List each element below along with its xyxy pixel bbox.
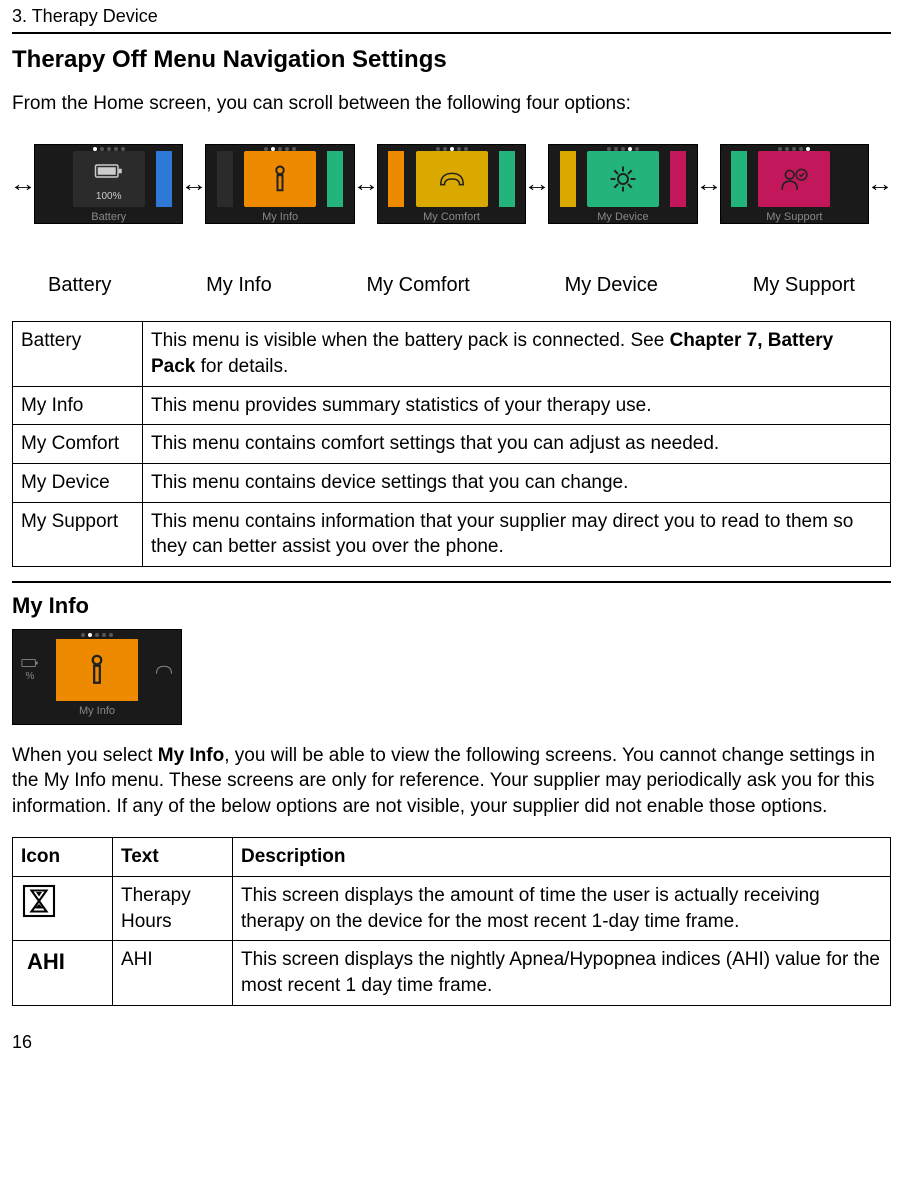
arrow-icon: ↔: [9, 169, 37, 199]
myinfo-paragraph: When you select My Info, you will be abl…: [12, 743, 891, 820]
cell-key: My Device: [13, 463, 143, 502]
intro-text: From the Home screen, you can scroll bet…: [12, 91, 891, 117]
battery-icon: [94, 156, 124, 186]
cell-text: AHI: [113, 941, 233, 1005]
section-rule: [12, 581, 891, 583]
arrow-icon: ↔: [181, 169, 209, 199]
myinfo-table: Icon Text Description Therapy Hours This…: [12, 837, 891, 1005]
cell-desc: This menu contains information that your…: [143, 502, 891, 566]
page-dots: [13, 630, 181, 639]
cell-desc: This menu provides summary statistics of…: [143, 386, 891, 425]
cell-text: Therapy Hours: [113, 877, 233, 941]
table-row: Battery This menu is visible when the ba…: [13, 322, 891, 386]
cell-desc: This menu contains comfort settings that…: [143, 425, 891, 464]
label-mydevice: My Device: [565, 272, 658, 299]
table-row: My Support This menu contains informatio…: [13, 502, 891, 566]
menu-carousel: ↔ 100% Battery ↔: [12, 144, 891, 224]
device-screen-mydevice: My Device: [548, 144, 697, 224]
gear-icon: [608, 164, 638, 194]
cell-desc: This screen displays the amount of time …: [233, 877, 891, 941]
th-icon: Icon: [13, 838, 113, 877]
comfort-side: [150, 639, 178, 701]
screen-label: My Info: [206, 207, 353, 230]
arrow-icon: ↔: [352, 169, 380, 199]
table-row: Therapy Hours This screen displays the a…: [13, 877, 891, 941]
cell-desc: This screen displays the nightly Apnea/H…: [233, 941, 891, 1005]
battery-side: %: [16, 639, 44, 701]
support-icon: [779, 164, 809, 194]
page-number: 16: [12, 1030, 891, 1054]
device-screen-myinfo-large: % My Info: [12, 629, 182, 725]
label-myinfo: My Info: [206, 272, 272, 299]
info-icon: [80, 651, 114, 689]
table-header-row: Icon Text Description: [13, 838, 891, 877]
arrow-icon: ↔: [523, 169, 551, 199]
label-mysupport: My Support: [753, 272, 855, 299]
screen-label: My Device: [549, 207, 696, 230]
screen-label: Battery: [35, 207, 182, 230]
cell-icon: AHI: [13, 941, 113, 1005]
th-text: Text: [113, 838, 233, 877]
device-screen-mysupport: My Support: [720, 144, 869, 224]
label-mycomfort: My Comfort: [366, 272, 469, 299]
section-title: Therapy Off Menu Navigation Settings: [12, 44, 891, 76]
cell-key: My Support: [13, 502, 143, 566]
arrow-icon: ↔: [695, 169, 723, 199]
cell-key: My Info: [13, 386, 143, 425]
ahi-icon-label: AHI: [21, 949, 65, 974]
device-screen-myinfo: My Info: [205, 144, 354, 224]
table-row: AHI AHI This screen displays the nightly…: [13, 941, 891, 1005]
screen-label: My Support: [721, 207, 868, 230]
cell-desc: This menu contains device settings that …: [143, 463, 891, 502]
device-screen-mycomfort: My Comfort: [377, 144, 526, 224]
cell-desc: This menu is visible when the battery pa…: [143, 322, 891, 386]
table-row: My Device This menu contains device sett…: [13, 463, 891, 502]
cell-key: Battery: [13, 322, 143, 386]
menu-description-table: Battery This menu is visible when the ba…: [12, 321, 891, 566]
device-screen-battery: 100% Battery: [34, 144, 183, 224]
battery-icon: [21, 656, 39, 670]
mask-icon: [437, 164, 467, 194]
screen-label: My Info: [13, 701, 181, 724]
cell-key: My Comfort: [13, 425, 143, 464]
myinfo-title: My Info: [12, 591, 891, 621]
screen-label: My Comfort: [378, 207, 525, 230]
battery-percent: 100%: [96, 190, 122, 204]
info-icon: [265, 164, 295, 194]
mask-icon: [154, 662, 174, 678]
table-row: My Info This menu provides summary stati…: [13, 386, 891, 425]
carousel-labels-row: Battery My Info My Comfort My Device My …: [12, 272, 891, 299]
chapter-header: 3. Therapy Device: [12, 0, 891, 32]
label-battery: Battery: [48, 272, 111, 299]
hourglass-icon: [21, 883, 57, 919]
chapter-rule: [12, 32, 891, 34]
cell-icon: [13, 877, 113, 941]
th-desc: Description: [233, 838, 891, 877]
arrow-icon: ↔: [866, 169, 894, 199]
table-row: My Comfort This menu contains comfort se…: [13, 425, 891, 464]
